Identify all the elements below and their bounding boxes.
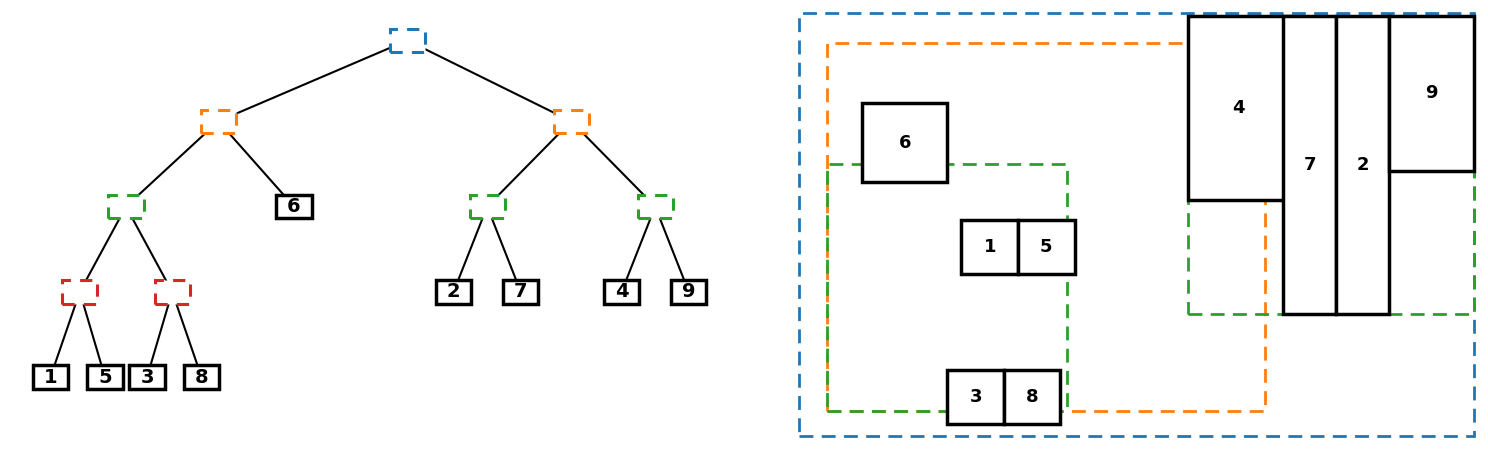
- Bar: [503, 280, 539, 304]
- Bar: [129, 365, 165, 389]
- Bar: [948, 370, 1004, 424]
- Text: 3: 3: [969, 388, 982, 406]
- Bar: [390, 29, 426, 52]
- Bar: [554, 110, 589, 133]
- Bar: [436, 280, 472, 304]
- Bar: [863, 103, 948, 182]
- Text: 6: 6: [899, 133, 911, 152]
- Bar: [604, 280, 640, 304]
- Bar: [1187, 16, 1473, 314]
- Text: 2: 2: [1356, 156, 1369, 174]
- Bar: [185, 365, 219, 389]
- Text: 5: 5: [1040, 238, 1052, 256]
- Bar: [201, 110, 237, 133]
- Text: 1: 1: [43, 368, 57, 387]
- Text: 7: 7: [1303, 156, 1315, 174]
- Text: 9: 9: [1426, 84, 1437, 102]
- Text: 8: 8: [195, 368, 208, 387]
- Bar: [671, 280, 707, 304]
- Bar: [277, 195, 311, 218]
- Bar: [88, 365, 122, 389]
- Bar: [961, 220, 1018, 274]
- Bar: [109, 195, 144, 218]
- Bar: [470, 195, 504, 218]
- Bar: [1187, 16, 1290, 200]
- Bar: [827, 43, 1265, 411]
- Bar: [637, 195, 673, 218]
- Bar: [155, 280, 190, 304]
- Text: 4: 4: [615, 282, 628, 301]
- Text: 8: 8: [1025, 388, 1039, 406]
- Bar: [1336, 16, 1390, 314]
- Text: 1: 1: [984, 238, 995, 256]
- Bar: [827, 164, 1067, 411]
- Text: 9: 9: [682, 282, 695, 301]
- Bar: [1283, 16, 1336, 314]
- Bar: [1018, 220, 1074, 274]
- Bar: [33, 365, 68, 389]
- Bar: [62, 280, 97, 304]
- Text: 5: 5: [98, 368, 112, 387]
- Text: 4: 4: [1232, 99, 1245, 117]
- Text: 2: 2: [446, 282, 460, 301]
- Text: 6: 6: [287, 197, 301, 216]
- Bar: [1004, 370, 1061, 424]
- Text: 3: 3: [140, 368, 153, 387]
- Text: 7: 7: [513, 282, 528, 301]
- Bar: [1390, 16, 1473, 171]
